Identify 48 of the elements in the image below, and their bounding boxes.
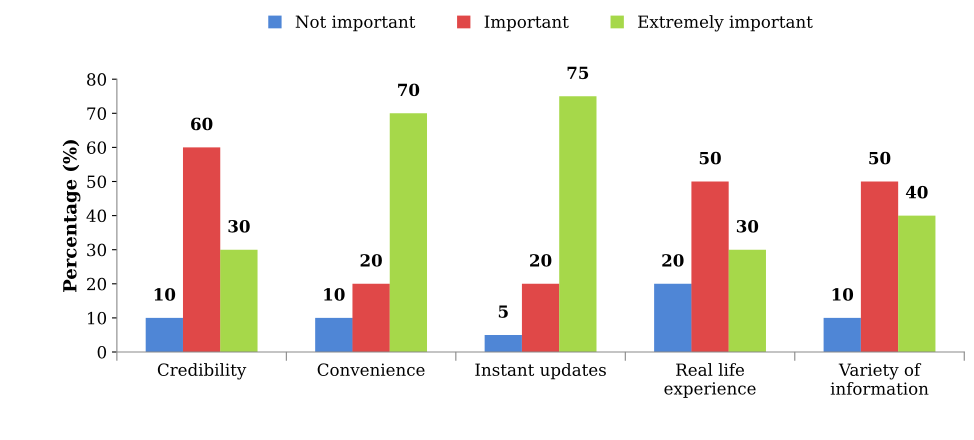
- x-tick-label: Credibility: [158, 363, 246, 380]
- y-axis-title: Percentage (%): [62, 140, 80, 292]
- y-tick-label: 60: [87, 141, 106, 154]
- data-label: 10: [324, 288, 345, 301]
- data-label: 60: [191, 118, 212, 130]
- y-tick-label: 70: [87, 107, 106, 120]
- bar: [691, 182, 729, 352]
- x-tick-label: Instant updates: [475, 363, 606, 380]
- bar: [484, 334, 522, 352]
- data-label: 20: [662, 254, 684, 267]
- legend-label: Important: [484, 16, 569, 32]
- bar: [146, 318, 183, 352]
- bar: [559, 96, 596, 352]
- data-label: 5: [498, 305, 508, 318]
- bar: [898, 216, 936, 352]
- bar: [182, 147, 220, 352]
- data-label: 20: [360, 254, 382, 267]
- y-tick-label: 30: [87, 244, 106, 256]
- data-label: 30: [228, 220, 250, 233]
- data-label: 70: [398, 84, 420, 96]
- y-tick-label: 40: [86, 210, 106, 222]
- bar: [860, 182, 898, 352]
- bar: [728, 250, 766, 352]
- data-label: 30: [736, 220, 758, 233]
- data-label: 10: [154, 288, 176, 301]
- bar: [315, 318, 352, 352]
- bar: [522, 284, 560, 352]
- y-tick-label: 80: [87, 73, 106, 86]
- legend-label: Not important: [296, 16, 416, 32]
- data-label: 40: [906, 186, 928, 198]
- y-tick-label: 10: [88, 312, 106, 324]
- data-label: 10: [832, 288, 854, 301]
- bar: [220, 250, 258, 352]
- bar: [390, 113, 428, 352]
- data-label: 50: [869, 152, 890, 164]
- y-tick-label: 0: [98, 346, 106, 359]
- bar: [352, 284, 390, 352]
- x-tick-label: Real life experience: [664, 363, 756, 398]
- x-tick-label: Convenience: [318, 363, 425, 376]
- x-tick-label: Variety of information: [830, 363, 928, 395]
- y-tick-label: 50: [87, 175, 106, 188]
- data-label: 50: [700, 152, 721, 164]
- legend-label: Extremely important: [638, 15, 813, 32]
- data-label: 20: [530, 254, 552, 267]
- data-label: 75: [568, 66, 588, 80]
- bar: [654, 284, 692, 352]
- bar: [824, 318, 861, 352]
- y-tick-label: 20: [87, 278, 106, 290]
